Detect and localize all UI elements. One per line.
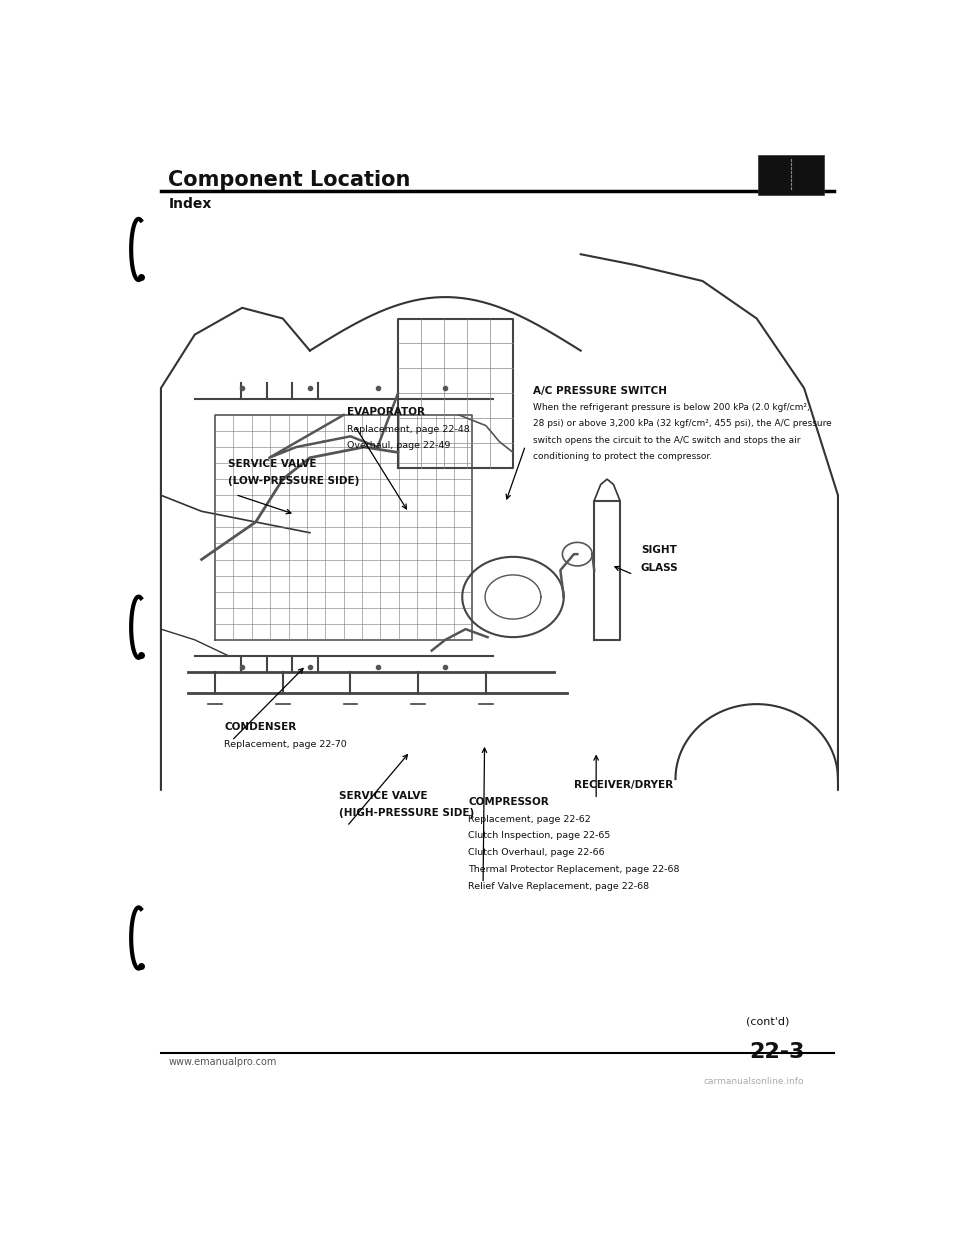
Text: Thermal Protector Replacement, page 22-68: Thermal Protector Replacement, page 22-6…	[468, 864, 680, 874]
Text: Clutch Inspection, page 22-65: Clutch Inspection, page 22-65	[468, 831, 611, 841]
Text: Clutch Overhaul, page 22-66: Clutch Overhaul, page 22-66	[468, 848, 605, 857]
Text: (HIGH-PRESSURE SIDE): (HIGH-PRESSURE SIDE)	[340, 809, 475, 818]
Text: Replacement, page 22-70: Replacement, page 22-70	[225, 740, 347, 749]
Text: 22-3: 22-3	[749, 1042, 804, 1062]
Text: SIGHT: SIGHT	[641, 545, 677, 555]
Text: When the refrigerant pressure is below 200 kPa (2.0 kgf/cm²,: When the refrigerant pressure is below 2…	[533, 404, 809, 412]
Text: Index: Index	[168, 196, 212, 211]
Text: Replacement, page 22-62: Replacement, page 22-62	[468, 815, 591, 823]
Text: carmanualsonline.info: carmanualsonline.info	[704, 1077, 804, 1087]
Text: A/C PRESSURE SWITCH: A/C PRESSURE SWITCH	[533, 386, 667, 396]
Text: (LOW-PRESSURE SIDE): (LOW-PRESSURE SIDE)	[228, 476, 359, 486]
Text: conditioning to protect the compressor.: conditioning to protect the compressor.	[533, 452, 712, 461]
Text: Component Location: Component Location	[168, 170, 411, 190]
Bar	[758, 155, 824, 195]
Text: Relief Valve Replacement, page 22-68: Relief Valve Replacement, page 22-68	[468, 882, 649, 891]
Text: 28 psi) or above 3,200 kPa (32 kgf/cm², 455 psi), the A/C pressure: 28 psi) or above 3,200 kPa (32 kgf/cm², …	[533, 420, 831, 428]
Text: www.emanualpro.com: www.emanualpro.com	[168, 1057, 276, 1067]
Text: RECEIVER/DRYER: RECEIVER/DRYER	[574, 780, 673, 790]
Text: CONDENSER: CONDENSER	[225, 723, 297, 733]
Text: Replacement, page 22-48: Replacement, page 22-48	[347, 425, 469, 433]
Text: EVAPORATOR: EVAPORATOR	[347, 407, 425, 417]
Text: GLASS: GLASS	[641, 563, 679, 573]
Text: SERVICE VALVE: SERVICE VALVE	[228, 460, 317, 469]
Text: (cont'd): (cont'd)	[746, 1017, 789, 1027]
Text: SERVICE VALVE: SERVICE VALVE	[340, 791, 428, 801]
Text: COMPRESSOR: COMPRESSOR	[468, 797, 549, 807]
Text: switch opens the circuit to the A/C switch and stops the air: switch opens the circuit to the A/C swit…	[533, 436, 801, 445]
Text: Overhaul, page 22-49: Overhaul, page 22-49	[347, 441, 450, 451]
